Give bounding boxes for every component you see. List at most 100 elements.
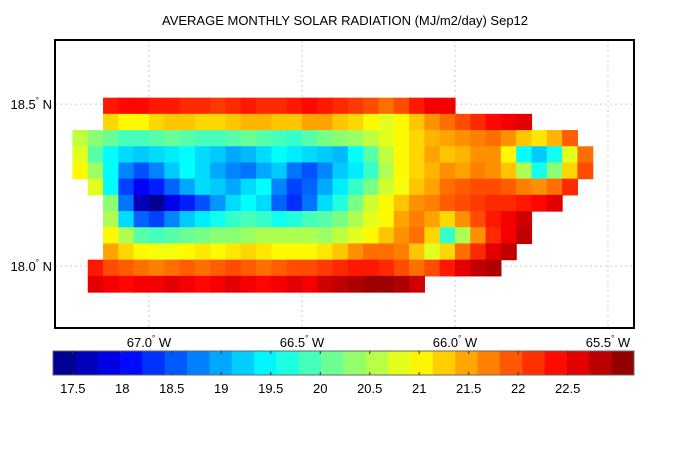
heatmap-cell xyxy=(500,243,517,261)
heatmap-cell xyxy=(210,275,227,293)
heatmap-cell xyxy=(301,162,318,180)
heatmap-cell xyxy=(179,113,196,131)
heatmap-cell xyxy=(332,146,349,164)
heatmap-cell xyxy=(164,211,181,228)
heatmap-cell xyxy=(454,146,471,164)
heatmap-cell xyxy=(301,194,318,212)
heatmap-cell xyxy=(286,146,303,164)
heatmap-cell xyxy=(179,146,196,164)
heatmap-cell xyxy=(225,178,242,196)
heatmap-cell xyxy=(103,227,119,245)
heatmap-cell xyxy=(363,227,380,245)
heatmap-cell xyxy=(225,275,242,293)
heatmap-cell xyxy=(363,146,380,164)
chart-title: AVERAGE MONTHLY SOLAR RADIATION (MJ/m2/d… xyxy=(162,13,528,28)
heatmap-cell xyxy=(409,227,425,245)
heatmap-cell xyxy=(317,130,334,147)
heatmap-cell xyxy=(516,130,533,147)
heatmap-cell xyxy=(562,130,578,147)
heatmap-cell xyxy=(103,146,119,164)
heatmap-cell xyxy=(378,194,395,212)
heatmap-cell xyxy=(363,194,380,212)
heatmap-cell xyxy=(103,259,119,277)
heatmap-cell xyxy=(577,146,594,164)
heatmap-cell xyxy=(301,146,318,164)
heatmap-cell xyxy=(148,211,165,228)
heatmap-cell xyxy=(378,275,395,293)
heatmap-cell xyxy=(393,162,410,180)
heatmap-cell xyxy=(500,194,517,212)
heatmap-cell xyxy=(194,211,211,228)
heatmap-cell xyxy=(118,243,135,261)
heatmap-cell xyxy=(164,178,181,196)
heatmap-cell xyxy=(485,146,502,164)
heatmap-cell xyxy=(118,113,135,131)
heatmap-cell xyxy=(225,130,242,147)
heatmap-cell xyxy=(378,130,395,147)
heatmap-cell xyxy=(378,97,395,115)
heatmap-cell xyxy=(378,146,395,164)
heatmap-cell xyxy=(271,259,288,277)
heatmap-cell xyxy=(347,211,364,228)
heatmap-cell xyxy=(256,227,272,245)
heatmap-cell xyxy=(194,162,211,180)
heatmap-cell xyxy=(118,275,135,293)
heatmap-cell xyxy=(72,162,89,180)
heatmap-cell xyxy=(424,146,441,164)
heatmap-cell xyxy=(194,275,211,293)
heatmap-cell xyxy=(164,130,181,147)
heatmap-cell xyxy=(393,243,410,261)
heatmap-cell xyxy=(378,227,395,245)
heatmap-cell xyxy=(164,146,181,164)
heatmap-cell xyxy=(225,227,242,245)
heatmap-cell xyxy=(271,194,288,212)
heatmap-cell xyxy=(347,194,364,212)
heatmap-cell xyxy=(393,211,410,228)
heatmap-cell xyxy=(332,178,349,196)
heatmap-cell xyxy=(118,211,135,228)
heatmap-cell xyxy=(240,97,257,115)
heatmap-cell xyxy=(378,211,395,228)
heatmap-cell xyxy=(332,275,349,293)
heatmap-cell xyxy=(531,194,548,212)
heatmap-cell xyxy=(271,227,288,245)
heatmap-cell xyxy=(256,243,272,261)
heatmap-cell xyxy=(347,130,364,147)
heatmap-cell xyxy=(470,211,487,228)
heatmap-cell xyxy=(148,275,165,293)
heatmap-cell xyxy=(87,130,104,147)
heatmap-cell xyxy=(103,243,119,261)
heatmap-cell xyxy=(409,146,425,164)
heatmap-cell xyxy=(470,162,487,180)
heatmap-cell xyxy=(271,178,288,196)
heatmap-cell xyxy=(363,130,380,147)
heatmap-cell xyxy=(485,243,502,261)
heatmap-cell xyxy=(118,146,135,164)
heatmap-cell xyxy=(179,178,196,196)
heatmap-cell xyxy=(225,97,242,115)
heatmap-cell xyxy=(286,162,303,180)
heatmap-cell xyxy=(409,194,425,212)
heatmap-cell xyxy=(271,130,288,147)
heatmap-cell xyxy=(240,243,257,261)
heatmap-cell xyxy=(240,178,257,196)
heatmap-cell xyxy=(347,113,364,131)
x-tick-label: 66.5° W xyxy=(280,334,325,350)
heatmap-cell xyxy=(363,275,380,293)
heatmap-cell xyxy=(485,211,502,228)
heatmap-cell xyxy=(286,227,303,245)
heatmap-cell xyxy=(133,227,150,245)
heatmap-cell xyxy=(531,162,548,180)
heatmap-cell xyxy=(72,130,89,147)
heatmap-cell xyxy=(363,211,380,228)
colorbar-segment xyxy=(120,351,143,375)
colorbar-segment xyxy=(388,351,412,375)
colorbar-segment xyxy=(343,351,367,375)
heatmap-cell xyxy=(393,259,410,277)
heatmap-cell xyxy=(210,162,227,180)
heatmap-cell xyxy=(301,130,318,147)
heatmap-cell xyxy=(439,178,456,196)
colorbar-segment xyxy=(410,351,434,375)
heatmap-cell xyxy=(562,146,578,164)
y-tick-label: 18.5° N xyxy=(10,96,52,112)
